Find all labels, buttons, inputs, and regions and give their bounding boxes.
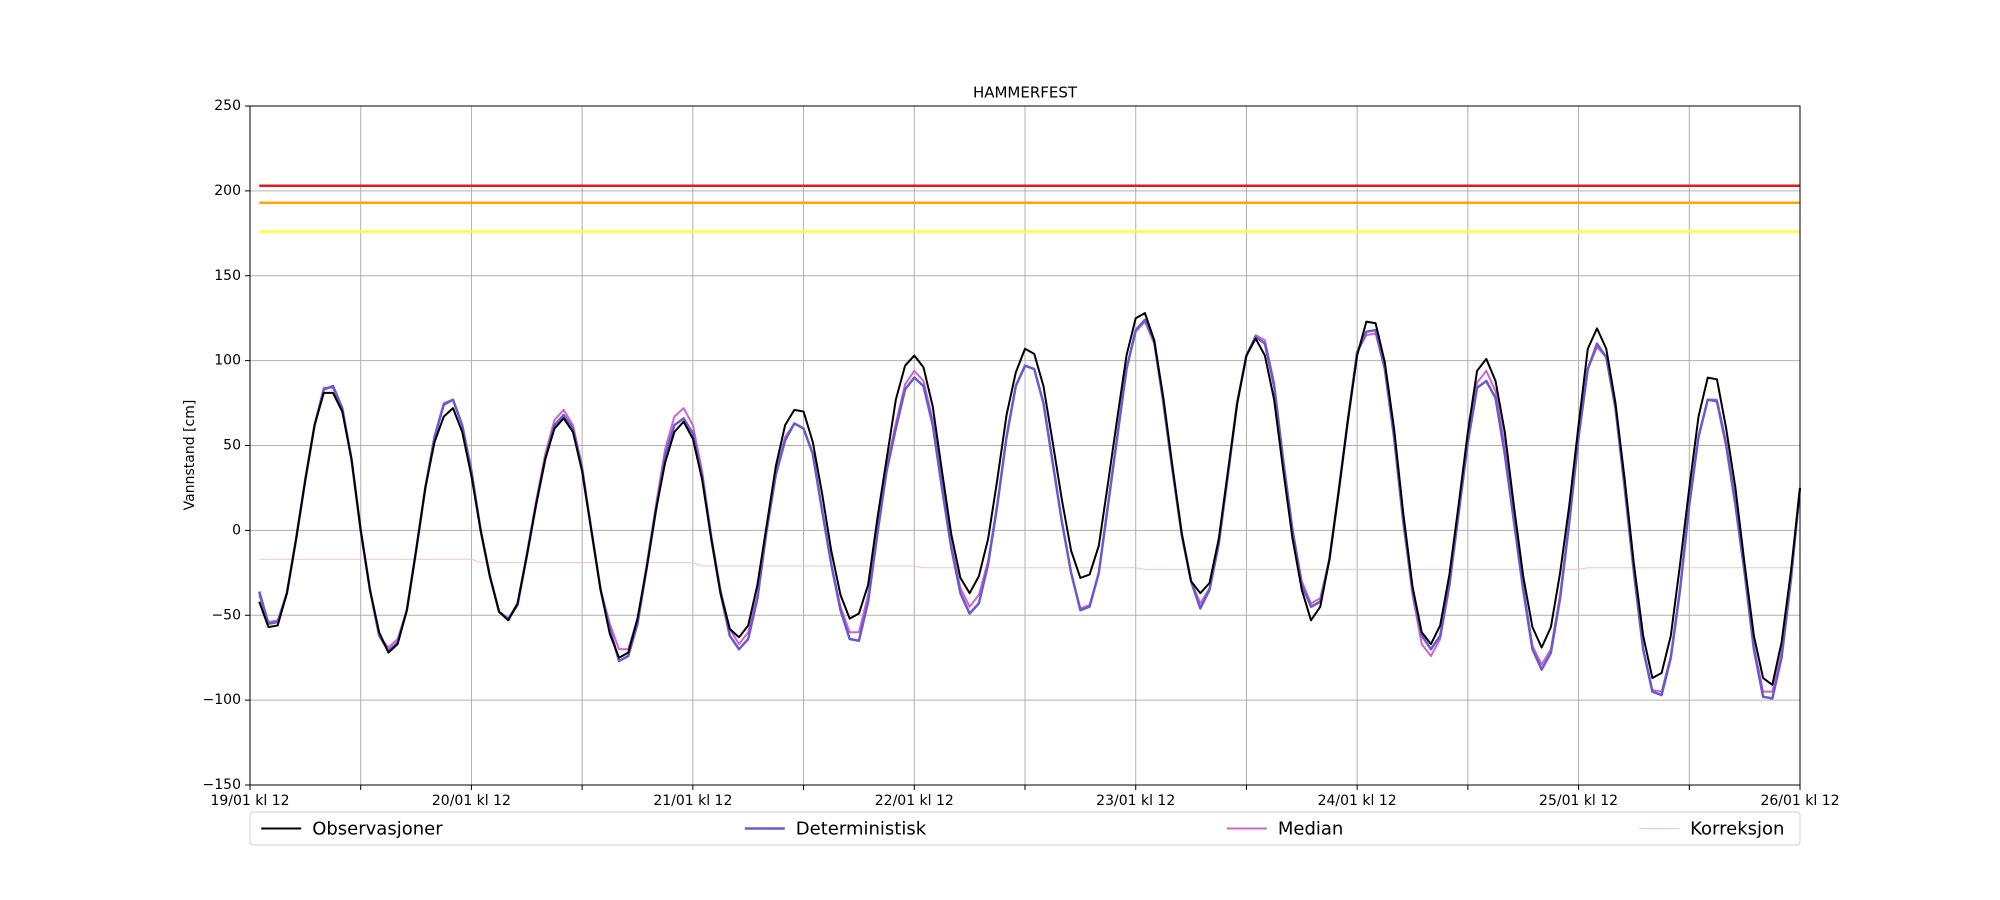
y-tick-label: −150 [203, 777, 241, 793]
x-tick-label: 22/01 kl 12 [875, 793, 954, 809]
y-tick-label: −100 [203, 692, 241, 708]
y-axis-label: Vannstand [cm] [182, 400, 198, 511]
legend-label: Deterministisk [796, 819, 927, 840]
legend: Observasjoner Deterministisk Median Korreks… [249, 811, 1801, 846]
y-tick-label: 250 [214, 98, 241, 114]
x-tick-label: 25/01 kl 12 [1539, 793, 1618, 809]
y-tick-label: 50 [223, 438, 241, 454]
y-tick-label: 0 [232, 522, 241, 538]
x-tick-label: 20/01 kl 12 [432, 793, 511, 809]
legend-label: Median [1278, 819, 1343, 840]
y-tick-label: 150 [214, 268, 241, 284]
x-tick-label: 23/01 kl 12 [1096, 793, 1175, 809]
series-line [259, 558, 1800, 570]
x-tick-label: 19/01 kl 12 [210, 793, 289, 809]
y-tick-label: −50 [211, 607, 241, 623]
legend-label: Observasjoner [312, 819, 443, 840]
x-tick-label: 24/01 kl 12 [1318, 793, 1397, 809]
x-tick-label: 21/01 kl 12 [653, 793, 732, 809]
legend-box [249, 811, 1801, 846]
chart-title: HAMMERFEST [973, 84, 1078, 102]
plot-frame [249, 105, 1801, 786]
series-line [258, 312, 1801, 686]
x-tick-label: 26/01 kl 12 [1760, 793, 1839, 809]
legend-label: Korreksjon [1690, 819, 1784, 840]
y-tick-label: 200 [214, 183, 241, 199]
y-tick-label: 100 [214, 353, 241, 369]
